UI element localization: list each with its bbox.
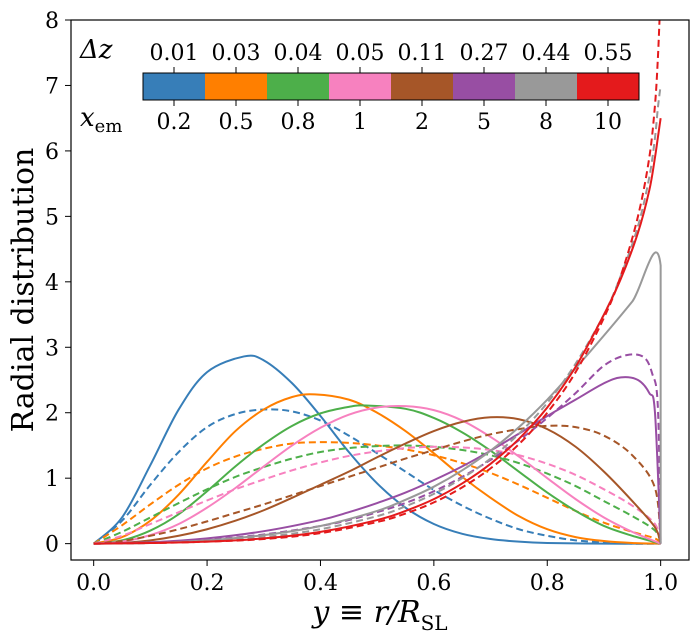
colorbar-top-label: 0.03 (212, 41, 261, 66)
colorbar-swatch (391, 73, 454, 100)
y-tick-label: 0 (45, 533, 59, 558)
x-tick-label: 1.0 (643, 571, 678, 596)
colorbar-swatch (453, 73, 516, 100)
y-tick-label: 5 (45, 205, 59, 230)
y-tick-label: 3 (45, 336, 59, 361)
y-tick-label: 6 (45, 140, 59, 165)
y-tick-label: 2 (45, 402, 59, 427)
series-line-9 (93, 416, 662, 545)
x-axis-title-sub: SL (421, 611, 448, 635)
colorbar-top-title: Δz (79, 35, 113, 65)
colorbar-swatch (329, 73, 392, 100)
x-tick-label: 0.0 (76, 571, 111, 596)
x-tick-label: 0.2 (190, 571, 225, 596)
y-tick-label: 8 (45, 9, 59, 34)
x-tick-label: 0.6 (416, 571, 451, 596)
colorbar-frame (142, 72, 640, 101)
colorbar-top-label: 0.55 (584, 41, 633, 66)
series-line-4 (93, 441, 662, 545)
series-line-13 (93, 251, 662, 545)
series-line-1 (93, 354, 661, 545)
colorbar-bottom-label: 1 (353, 110, 367, 135)
colorbar-top-label: 0.44 (522, 41, 571, 66)
series-line-7 (93, 405, 662, 545)
colorbar-bottom-title: xem (80, 103, 122, 137)
colorbar-bottom-label: 8 (539, 110, 553, 135)
colorbar-top-label: 0.27 (460, 41, 509, 66)
plot-frame (70, 19, 690, 561)
colorbar-bottom-label: 10 (594, 110, 622, 135)
y-tick-label: 1 (45, 467, 59, 492)
axis-ticks: 0.0 0.2 0.4 0.6 0.8 1.0 0 1 2 3 4 5 6 7 8 (45, 9, 678, 596)
colorbar-bottom-label: 0.5 (219, 110, 254, 135)
series-line-10 (93, 424, 662, 545)
x-tick-label: 0.8 (530, 571, 565, 596)
colorbar-bottom-title-main: x (80, 103, 95, 133)
colorbar-top-label: 0.04 (274, 41, 323, 66)
y-axis-title: Radial distribution (6, 148, 41, 433)
series-line-3 (93, 393, 661, 545)
x-axis-title: y ≡ r/RSL (310, 595, 447, 635)
y-tick-label: 4 (45, 271, 59, 296)
series-line-14 (93, 85, 662, 545)
colorbar-bottom-label: 2 (415, 110, 429, 135)
colorbar: 0.01 0.03 0.04 0.05 0.11 0.27 0.44 0.55 0.2 0.5 0.… (79, 35, 640, 137)
colorbar-top-label: 0.05 (336, 41, 385, 66)
series-line-6 (93, 444, 662, 545)
series-line-2 (93, 408, 661, 545)
colorbar-bottom-label: 0.8 (281, 110, 316, 135)
x-tick-label: 0.4 (303, 571, 338, 596)
colorbar-swatch (515, 73, 578, 100)
colorbar-swatch (205, 73, 268, 100)
x-axis-title-main: y ≡ r/R (310, 595, 420, 630)
series-line-16 (93, 20, 661, 545)
colorbar-top-label: 0.01 (150, 41, 199, 66)
series-line-11 (93, 376, 662, 545)
series-line-15 (93, 118, 662, 545)
colorbar-bottom-label: 0.2 (157, 110, 192, 135)
colorbar-bottom-title-sub: em (95, 116, 123, 137)
series-layer (93, 20, 662, 545)
colorbar-swatch (577, 73, 640, 100)
colorbar-bottom-label: 5 (477, 110, 491, 135)
colorbar-top-label: 0.11 (398, 41, 447, 66)
colorbar-swatch (267, 73, 330, 100)
y-tick-label: 7 (45, 74, 59, 99)
colorbar-swatch (143, 73, 206, 100)
